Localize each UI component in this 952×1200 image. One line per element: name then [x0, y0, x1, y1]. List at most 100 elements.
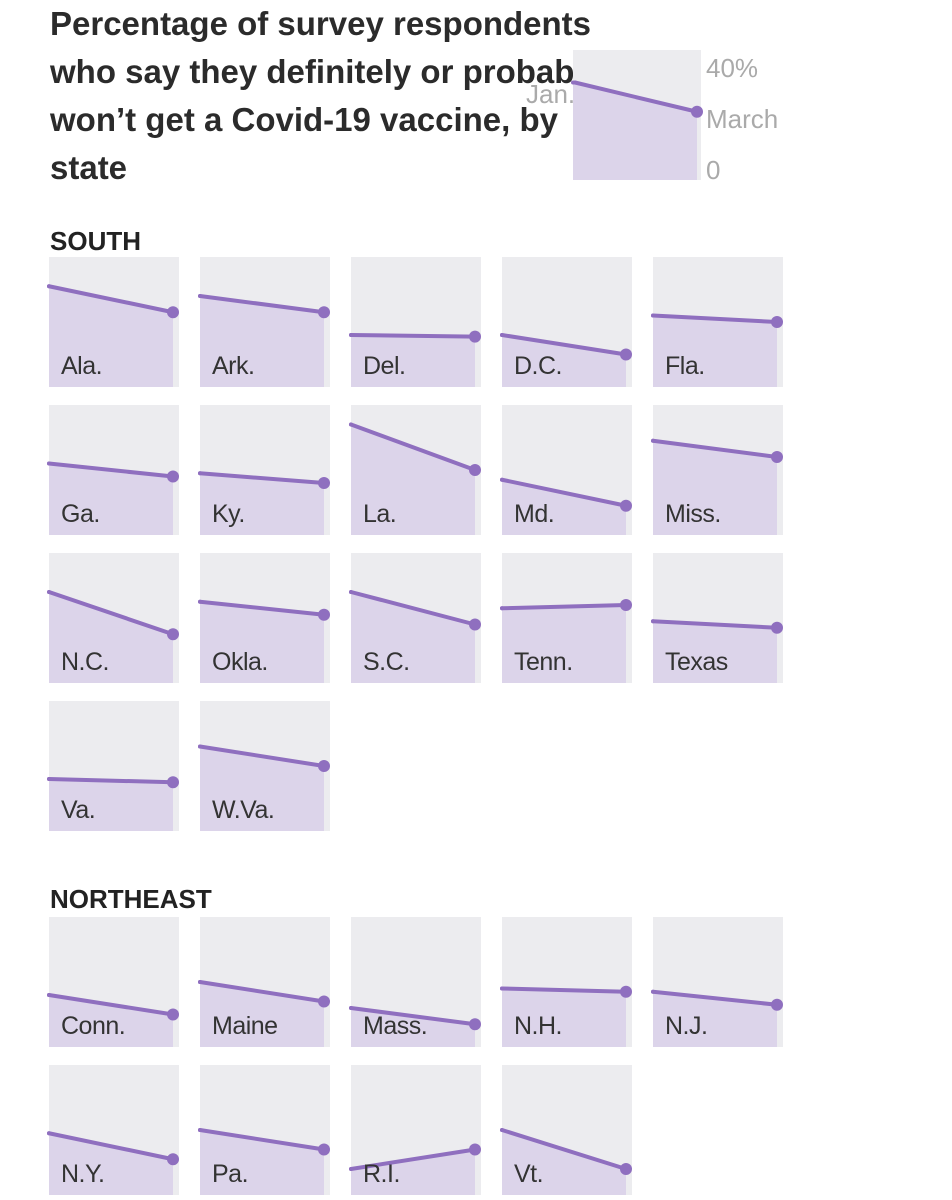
state-ny-area — [49, 1133, 173, 1195]
state-nj-panel: N.J. — [651, 917, 783, 1047]
state-nh-march-point — [620, 985, 632, 998]
state-mass-area — [351, 1008, 475, 1047]
state-vt-trend-line — [500, 1128, 628, 1171]
state-mass-trend-line — [349, 1006, 477, 1027]
state-ri-label: R.I. — [363, 1160, 400, 1188]
chart-title: Percentage of survey respondents who say… — [50, 5, 602, 186]
state-texas-march-point — [771, 621, 783, 634]
state-maine-sparkline — [198, 917, 330, 1047]
state-conn-panel: Conn. — [47, 917, 179, 1047]
state-vt-area — [502, 1130, 626, 1195]
state-nh-sparkline — [500, 917, 632, 1047]
state-nh-panel: N.H. — [500, 917, 632, 1047]
state-ky-trend-line — [198, 471, 326, 485]
state-del-label: Del. — [363, 352, 406, 380]
state-va-sparkline — [47, 701, 179, 831]
state-conn-label: Conn. — [61, 1012, 126, 1040]
state-fla-trend-line — [651, 313, 779, 324]
state-tenn-panel: Tenn. — [500, 553, 632, 683]
state-ark-march-point — [318, 306, 330, 319]
state-tenn-sparkline — [500, 553, 632, 683]
state-vt-march-point — [620, 1163, 632, 1175]
state-nh-label: N.H. — [514, 1012, 563, 1040]
state-mass-label: Mass. — [363, 1012, 428, 1040]
state-tenn-area — [502, 605, 626, 683]
state-okla-panel: Okla. — [198, 553, 330, 683]
state-nc-area — [49, 592, 173, 683]
state-ark-trend-line — [198, 294, 326, 315]
state-miss-march-point — [771, 451, 783, 463]
state-ky-march-point — [318, 477, 330, 489]
state-nc-march-point — [167, 628, 179, 641]
state-nc-panel: N.C. — [47, 553, 179, 683]
state-ga-area — [49, 463, 173, 535]
state-ala-march-point — [167, 306, 179, 319]
state-ri-sparkline — [349, 1065, 481, 1195]
state-la-trend-line — [349, 422, 477, 472]
state-ga-label: Ga. — [61, 500, 100, 528]
state-tenn-label: Tenn. — [514, 648, 573, 676]
legend-sparkline — [571, 50, 703, 180]
state-ala-trend-line — [47, 284, 175, 315]
state-okla-sparkline — [198, 553, 330, 683]
state-va-label: Va. — [61, 796, 96, 824]
state-fla-panel: Fla. — [651, 257, 783, 387]
state-ark-panel: Ark. — [198, 257, 330, 387]
state-ark-sparkline — [198, 257, 330, 387]
legend-y-min-label: 0 — [706, 155, 721, 185]
state-texas-label: Texas — [665, 648, 728, 676]
state-del-sparkline — [349, 257, 481, 387]
state-sc-area — [351, 592, 475, 683]
state-nj-area — [653, 991, 777, 1047]
state-wva-area — [200, 746, 324, 831]
state-nc-label: N.C. — [61, 648, 110, 676]
state-ky-panel: Ky. — [198, 405, 330, 535]
legend-start-label: Jan. — [526, 79, 576, 109]
state-miss-label: Miss. — [665, 500, 721, 528]
state-pa-trend-line — [198, 1128, 326, 1152]
state-vt-sparkline — [500, 1065, 632, 1195]
state-maine-trend-line — [198, 980, 326, 1004]
legend-end-label: March — [706, 104, 779, 134]
state-md-trend-line — [500, 477, 628, 508]
state-nh-area — [502, 988, 626, 1047]
state-maine-label: Maine — [212, 1012, 278, 1040]
state-nh-trend-line — [500, 986, 628, 994]
state-ny-trend-line — [47, 1131, 175, 1162]
state-ri-trend-line — [349, 1147, 477, 1171]
state-mass-panel: Mass. — [349, 917, 481, 1047]
state-fla-area — [653, 315, 777, 387]
legend-march-point — [691, 105, 703, 118]
state-sc-panel: S.C. — [349, 553, 481, 683]
state-nj-sparkline — [651, 917, 783, 1047]
legend-area — [573, 82, 697, 180]
state-conn-march-point — [167, 1008, 179, 1021]
state-nj-label: N.J. — [665, 1012, 708, 1040]
state-sc-trend-line — [349, 590, 477, 627]
state-dc-label: D.C. — [514, 352, 563, 380]
state-texas-area — [653, 621, 777, 683]
state-pa-label: Pa. — [212, 1160, 249, 1188]
state-miss-panel: Miss. — [651, 405, 783, 535]
state-fla-sparkline — [651, 257, 783, 387]
state-md-label: Md. — [514, 500, 555, 528]
state-va-panel: Va. — [47, 701, 179, 831]
state-okla-area — [200, 601, 324, 683]
state-fla-march-point — [771, 316, 783, 328]
state-ala-sparkline — [47, 257, 179, 387]
state-dc-sparkline — [500, 257, 632, 387]
state-sc-label: S.C. — [363, 648, 410, 676]
legend: Jan. 40% March 0 — [520, 40, 800, 190]
state-va-march-point — [167, 776, 179, 789]
state-texas-trend-line — [651, 619, 779, 630]
state-ga-panel: Ga. — [47, 405, 179, 535]
state-maine-panel: Maine — [198, 917, 330, 1047]
state-vt-label: Vt. — [514, 1160, 544, 1188]
state-ky-sparkline — [198, 405, 330, 535]
state-ny-sparkline — [47, 1065, 179, 1195]
state-wva-label: W.Va. — [212, 796, 275, 824]
state-nc-sparkline — [47, 553, 179, 683]
legend-y-max-label: 40% — [706, 53, 759, 83]
state-nj-trend-line — [651, 989, 779, 1007]
state-wva-march-point — [318, 760, 330, 772]
